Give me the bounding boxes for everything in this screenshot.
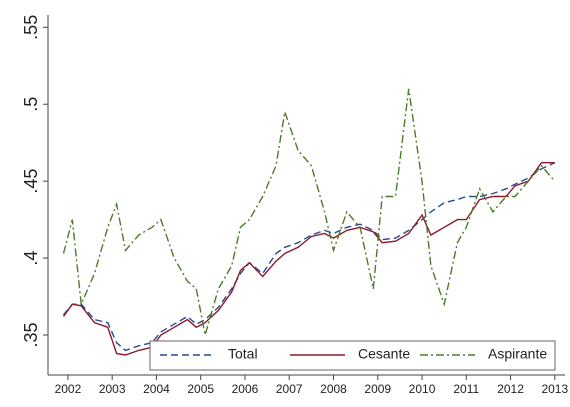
x-tick-label: 2008 [320, 382, 347, 396]
legend-label: Aspirante [488, 346, 547, 362]
series-line [62, 162, 556, 352]
x-tick-label: 2007 [276, 382, 303, 396]
legend-label: Total [228, 346, 258, 362]
y-tick-label: .55 [21, 15, 41, 40]
legend-label: Cesante [358, 346, 410, 362]
x-tick-label: 2009 [364, 382, 391, 396]
series-line [62, 88, 556, 336]
x-tick-label: 2004 [143, 382, 170, 396]
x-tick-label: 2005 [187, 382, 214, 396]
x-tick-label: 2012 [497, 382, 524, 396]
y-tick-label: .35 [21, 322, 41, 347]
y-tick-label: .5 [21, 97, 41, 112]
legend-box [149, 340, 556, 371]
x-tick-label: 2002 [55, 382, 82, 396]
series-line [62, 162, 555, 356]
x-tick-label: 2010 [409, 382, 436, 396]
x-tick-label: 2006 [232, 382, 259, 396]
y-tick-label: .45 [21, 169, 41, 194]
x-tick-label: 2013 [541, 382, 568, 396]
x-tick-label: 2003 [99, 382, 126, 396]
x-tick-label: 2011 [453, 382, 479, 396]
y-tick-label: .4 [21, 251, 41, 266]
